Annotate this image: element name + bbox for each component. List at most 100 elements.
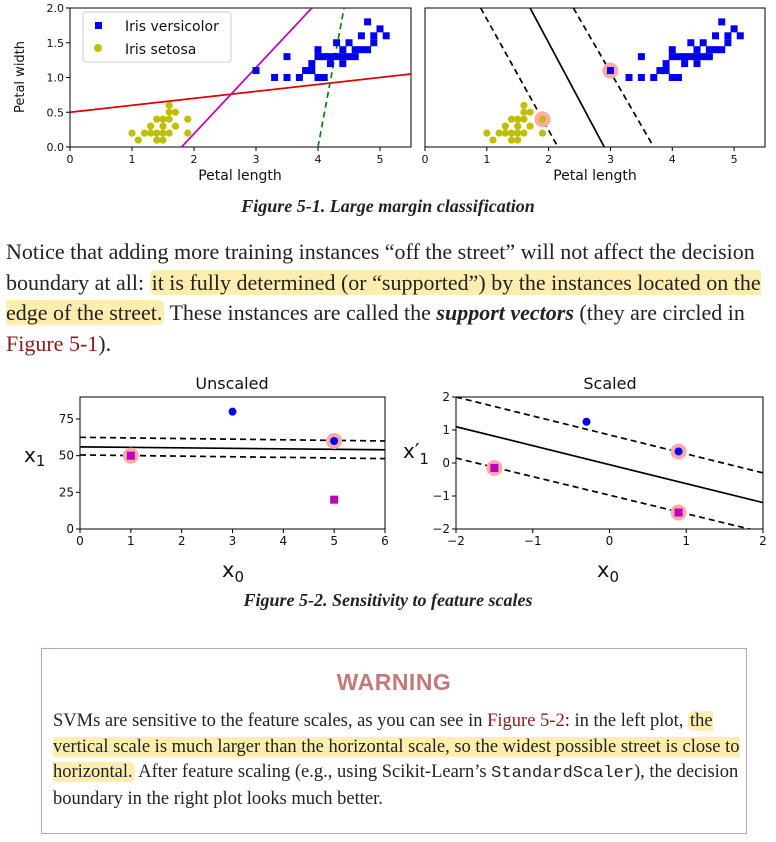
data-point-versicolor: [370, 32, 378, 40]
data-point-setosa: [489, 136, 497, 144]
data-point-versicolor: [681, 60, 689, 68]
data-point-setosa: [159, 129, 167, 137]
warning-text-part: SVMs are sensitive to the feature scales…: [53, 711, 488, 731]
y-tick-label: 75: [59, 412, 74, 426]
data-point-versicolor: [357, 46, 365, 54]
y-tick-label: 1.0: [47, 72, 65, 85]
data-point-versicolor: [370, 39, 378, 47]
x-tick-label: 6: [381, 534, 389, 548]
data-point-versicolor: [687, 53, 695, 61]
x-tick-label: 0: [606, 534, 614, 548]
data-point-setosa: [501, 122, 509, 130]
data-point-setosa: [483, 129, 491, 137]
y-axis-label: x1: [24, 443, 45, 470]
chart-title: Scaled: [583, 374, 636, 393]
boundary-line: [456, 425, 763, 504]
y-tick-label: 2.0: [47, 2, 65, 15]
y-tick-label: 0: [442, 456, 450, 470]
data-point-versicolor: [271, 74, 279, 81]
chart-scaled: Scaled −2 −1 0 1 2 −2 −1 0 1 2 x′1 x0: [403, 374, 767, 586]
data-point-versicolor: [687, 39, 695, 47]
warning-text-part: : in the left plot,: [564, 711, 689, 731]
data-point-versicolor: [656, 67, 664, 75]
data-point-setosa: [171, 122, 179, 130]
data-point-setosa: [507, 115, 516, 123]
chart-left-petal: 0 1 2 3 4 5 0.0 0.5 1.0 1.5 2.0 Petal width Petal …: [13, 2, 412, 184]
data-point-setosa: [526, 108, 534, 116]
x-tick-label: 1: [682, 534, 690, 548]
x-tick-label: 2: [759, 534, 767, 548]
x-axis-label: x0: [597, 558, 619, 586]
data-point-magenta: [330, 495, 339, 504]
figure-link[interactable]: Figure 5-1: [6, 330, 99, 356]
paragraph-text: ).: [98, 330, 112, 356]
data-point-setosa: [153, 136, 161, 144]
data-point-versicolor: [364, 46, 372, 54]
data-point-versicolor: [345, 53, 353, 61]
data-point-magenta: [674, 508, 683, 517]
data-point-versicolor: [724, 39, 732, 47]
y-tick-label: 25: [59, 485, 74, 499]
data-point-setosa: [140, 129, 148, 137]
warning-text-part: After feature scaling (e.g., using Sciki…: [134, 762, 492, 782]
data-point-versicolor: [339, 60, 347, 68]
data-point-versicolor: [283, 53, 291, 61]
data-point-versicolor: [724, 32, 732, 40]
data-point-setosa: [538, 129, 547, 137]
boundary-line: [70, 73, 411, 114]
boundary-line: [456, 457, 753, 529]
data-point-setosa: [520, 101, 528, 109]
boundary-line: [456, 397, 763, 474]
data-point-versicolor: [314, 53, 322, 61]
figure-link[interactable]: Figure 5-2: [487, 711, 565, 731]
data-point-versicolor: [699, 39, 707, 47]
data-point-setosa: [507, 129, 516, 137]
data-point-versicolor: [364, 18, 372, 26]
paragraph-text: (they are circled in: [573, 300, 745, 325]
x-axis-label: Petal length: [198, 168, 282, 184]
data-point-versicolor: [339, 53, 347, 61]
x-tick-label: 1: [483, 153, 490, 166]
data-point-versicolor: [339, 46, 347, 54]
data-point-blue: [582, 417, 591, 426]
data-point-setosa: [159, 115, 167, 123]
data-point-versicolor: [681, 53, 689, 61]
data-point-versicolor: [650, 74, 658, 81]
data-point-versicolor: [308, 67, 316, 75]
warning-box: WARNING SVMs are sensitive to the featur…: [41, 648, 747, 834]
boundary-line: [180, 8, 313, 147]
boundary-line: [317, 8, 345, 147]
x-tick-label: 0: [422, 153, 429, 166]
data-point-versicolor: [283, 74, 291, 81]
data-point-versicolor: [382, 32, 390, 40]
chart-unscaled: Unscaled 0 1 2 3 4 5 6 0 25 50 75 x1 x0: [24, 374, 389, 586]
x-tick-label: 5: [731, 153, 738, 166]
data-point-setosa: [184, 129, 192, 137]
figure-caption: Figure 5-2. Sensitivity to feature scale…: [243, 590, 533, 610]
y-tick-label: 1.5: [47, 37, 65, 50]
data-point-magenta: [126, 451, 135, 460]
data-point-setosa: [159, 122, 167, 130]
plot-frame: [455, 396, 764, 530]
data-point-versicolor: [736, 32, 744, 40]
y-tick-label: −2: [432, 522, 450, 536]
data-point-versicolor: [668, 53, 676, 61]
data-point-setosa: [159, 136, 167, 144]
x-tick-label: 4: [280, 534, 288, 548]
data-point-versicolor: [674, 74, 682, 81]
y-tick-label: 50: [59, 449, 74, 463]
figure-caption: Figure 5-1. Large margin classification: [241, 196, 535, 216]
data-point-versicolor: [718, 18, 726, 26]
data-point-setosa: [165, 101, 173, 109]
x-tick-label: 3: [253, 153, 260, 166]
figure-5-1: 0 1 2 3 4 5 0.0 0.5 1.0 1.5 2.0 Petal width Petal …: [13, 2, 766, 184]
data-point-versicolor: [345, 39, 353, 47]
data-point-versicolor: [662, 67, 670, 75]
data-point-versicolor: [314, 46, 322, 54]
term-support-vectors: support vectors: [436, 300, 574, 325]
x-tick-label: −2: [447, 534, 465, 548]
data-point-setosa: [514, 122, 522, 130]
boundary-line: [80, 446, 385, 451]
y-tick-label: 2: [442, 390, 450, 404]
